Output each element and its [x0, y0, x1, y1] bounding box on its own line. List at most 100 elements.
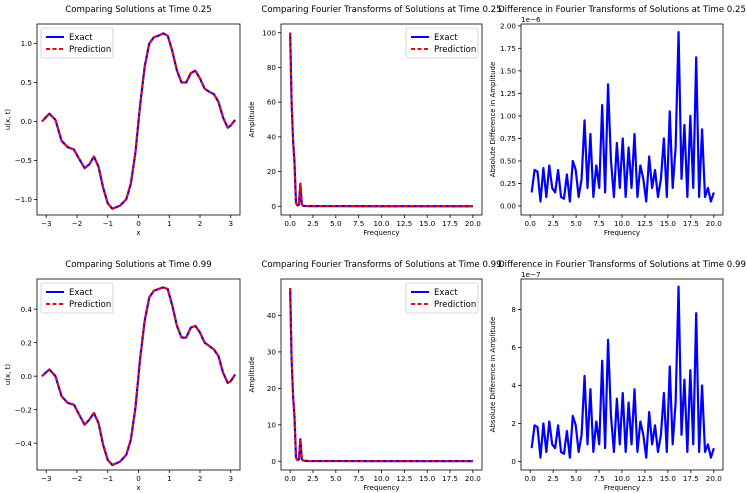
legend-label-exact: Exact	[69, 288, 93, 298]
axes-frame	[280, 23, 483, 216]
x-tick-label: 5.0	[330, 219, 342, 228]
x-tick-label: 15.0	[419, 474, 435, 483]
legend: Exact Prediction	[40, 282, 114, 314]
x-axis-label: Frequency	[363, 229, 399, 237]
subplot-4: Comparing Solutions at Time 0.99 −3 −2 −1 0 1…	[4, 260, 241, 492]
legend-box	[40, 282, 114, 314]
y-axis-label: Amplitude	[248, 357, 256, 393]
y-tick-label: 0	[511, 457, 516, 466]
x-tick-label: −3	[41, 474, 52, 483]
x-tick-label: −1	[102, 474, 113, 483]
y-tick-label: 0	[271, 202, 276, 211]
axes-frame	[36, 23, 241, 216]
y-tick-label: 0.4	[21, 305, 33, 314]
x-tick-label: 3	[228, 219, 233, 228]
y-tick-label: 0.0	[21, 372, 33, 381]
legend-label-exact: Exact	[69, 33, 93, 43]
chart-title: Comparing Fourier Transforms of Solution…	[261, 5, 501, 15]
series-line-exact	[289, 288, 473, 463]
y-axis-label: u(x, t)	[4, 364, 12, 386]
legend-box	[405, 282, 479, 314]
y-tick-label: 20	[267, 384, 277, 393]
x-tick-label: 7.5	[593, 474, 604, 483]
y-tick-label: 40	[267, 132, 277, 141]
subplot-3: Difference in Fourier Transforms of Solu…	[489, 5, 746, 237]
y-tick-label: 1.0	[21, 39, 33, 48]
x-tick-label: 0.0	[524, 219, 536, 228]
x-tick-label: 0.0	[524, 474, 536, 483]
x-tick-label: 7.5	[353, 219, 364, 228]
chart-title: Difference in Fourier Transforms of Solu…	[498, 260, 746, 270]
axis-offset-label: 1e−7	[521, 270, 541, 279]
subplot-1: Comparing Solutions at Time 0.25 −3 −2 −1 0 1…	[4, 5, 241, 237]
y-tick-label: 6	[511, 343, 516, 352]
chart-title: Comparing Solutions at Time 0.25	[65, 5, 211, 15]
x-axis-label: Frequency	[604, 484, 640, 492]
y-tick-label: 0.2	[21, 338, 32, 347]
y-tick-label: 80	[267, 63, 277, 72]
y-tick-label: −0.2	[15, 405, 32, 414]
chart-title: Comparing Solutions at Time 0.99	[65, 260, 211, 270]
x-axis-label: x	[136, 484, 140, 492]
x-tick-label: 2.5	[307, 474, 318, 483]
y-tick-label: 0	[271, 457, 276, 466]
y-tick-label: 0.50	[500, 157, 516, 166]
legend: Exact Prediction	[405, 27, 479, 59]
x-tick-label: −1	[102, 219, 113, 228]
x-axis-label: Frequency	[604, 229, 640, 237]
x-tick-label: 0.0	[284, 219, 296, 228]
x-tick-label: 10.0	[373, 474, 389, 483]
series-line-difference	[530, 31, 715, 203]
series-line-prediction	[289, 32, 473, 208]
y-tick-label: 0.25	[500, 179, 516, 188]
series-line-difference	[530, 285, 715, 459]
series-line-prediction	[41, 286, 236, 466]
x-tick-label: 7.5	[593, 219, 604, 228]
y-tick-label: 30	[267, 348, 277, 357]
y-tick-label: 100	[262, 28, 276, 37]
y-tick-label: −0.4	[15, 439, 33, 448]
x-tick-label: 7.5	[353, 474, 364, 483]
legend-box	[40, 27, 114, 59]
x-tick-label: 2	[198, 474, 203, 483]
subplot-6: Difference in Fourier Transforms of Solu…	[489, 260, 746, 492]
x-tick-label: 17.5	[442, 219, 458, 228]
series-line-exact	[41, 286, 237, 467]
x-tick-label: 5.0	[330, 474, 342, 483]
subplot-2: Comparing Fourier Transforms of Solution…	[248, 5, 502, 237]
x-tick-label: 17.5	[442, 474, 458, 483]
y-tick-label: 0.0	[21, 117, 33, 126]
legend-label-prediction: Prediction	[69, 300, 111, 310]
chart-title: Difference in Fourier Transforms of Solu…	[498, 5, 746, 15]
axes-frame	[280, 278, 483, 471]
y-axis-label: Absolute Difference in Amplitude	[489, 317, 497, 433]
x-tick-label: 12.5	[396, 219, 412, 228]
series-line-exact	[289, 32, 473, 208]
x-tick-label: 2.5	[547, 474, 558, 483]
y-tick-label: 2.00	[500, 21, 516, 30]
y-axis-label: Amplitude	[248, 102, 256, 138]
x-axis-label: Frequency	[363, 484, 399, 492]
x-tick-label: 20.0	[706, 474, 722, 483]
y-tick-label: −1.0	[15, 195, 33, 204]
y-tick-label: 4	[511, 381, 516, 390]
subplot-5: Comparing Fourier Transforms of Solution…	[248, 260, 502, 492]
y-axis-label: u(x, t)	[4, 109, 12, 131]
x-tick-label: 12.5	[637, 219, 653, 228]
legend-label-prediction: Prediction	[434, 45, 476, 55]
axes-frame	[520, 278, 724, 471]
x-tick-label: 2.5	[307, 219, 318, 228]
x-tick-label: 10.0	[614, 219, 630, 228]
x-tick-label: 20.0	[706, 219, 722, 228]
axis-offset-label: 1e−6	[521, 15, 541, 24]
x-tick-label: 2.5	[547, 219, 558, 228]
legend: Exact Prediction	[405, 282, 479, 314]
x-tick-label: −2	[72, 474, 83, 483]
y-tick-label: 1.75	[500, 44, 516, 53]
x-tick-label: 15.0	[660, 474, 676, 483]
series-line-prediction	[41, 32, 236, 210]
legend: Exact Prediction	[40, 27, 114, 59]
legend-label-exact: Exact	[434, 288, 458, 298]
axes-frame	[36, 278, 241, 471]
